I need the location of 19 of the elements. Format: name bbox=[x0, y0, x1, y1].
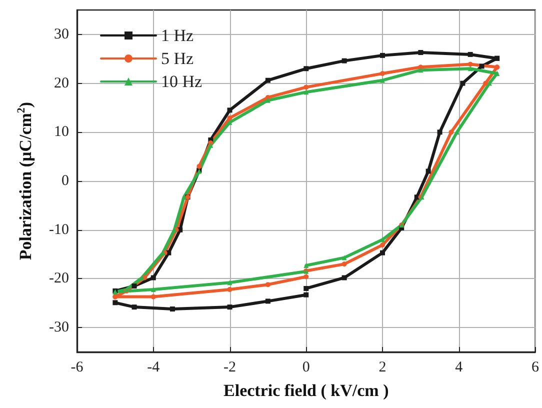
y-tick-label: -30 bbox=[49, 320, 69, 336]
y-tick-label: -10 bbox=[49, 222, 69, 238]
y-axis-title: Polarization (μC/cm2) bbox=[16, 102, 35, 260]
y-tick-label: -20 bbox=[49, 270, 69, 287]
x-tick-label: 2 bbox=[378, 360, 386, 376]
legend-label: 10 Hz bbox=[161, 72, 203, 91]
legend-label: 5 Hz bbox=[161, 49, 194, 68]
y-tick-label: 10 bbox=[54, 124, 69, 140]
y-tick-label: 30 bbox=[54, 26, 69, 42]
x-tick-label: 4 bbox=[455, 360, 464, 376]
x-tick-label: 6 bbox=[532, 360, 540, 376]
y-tick-label: 20 bbox=[54, 75, 69, 92]
x-axis-title: Electric field ( kV/cm ) bbox=[224, 381, 389, 400]
x-tick-label: -4 bbox=[147, 360, 160, 376]
legend-label: 1 Hz bbox=[161, 26, 194, 45]
x-tick-label: -2 bbox=[224, 360, 236, 376]
x-tick-label: 0 bbox=[302, 360, 310, 376]
x-tick-label: -6 bbox=[70, 360, 84, 376]
y-tick-label: 0 bbox=[62, 173, 69, 189]
